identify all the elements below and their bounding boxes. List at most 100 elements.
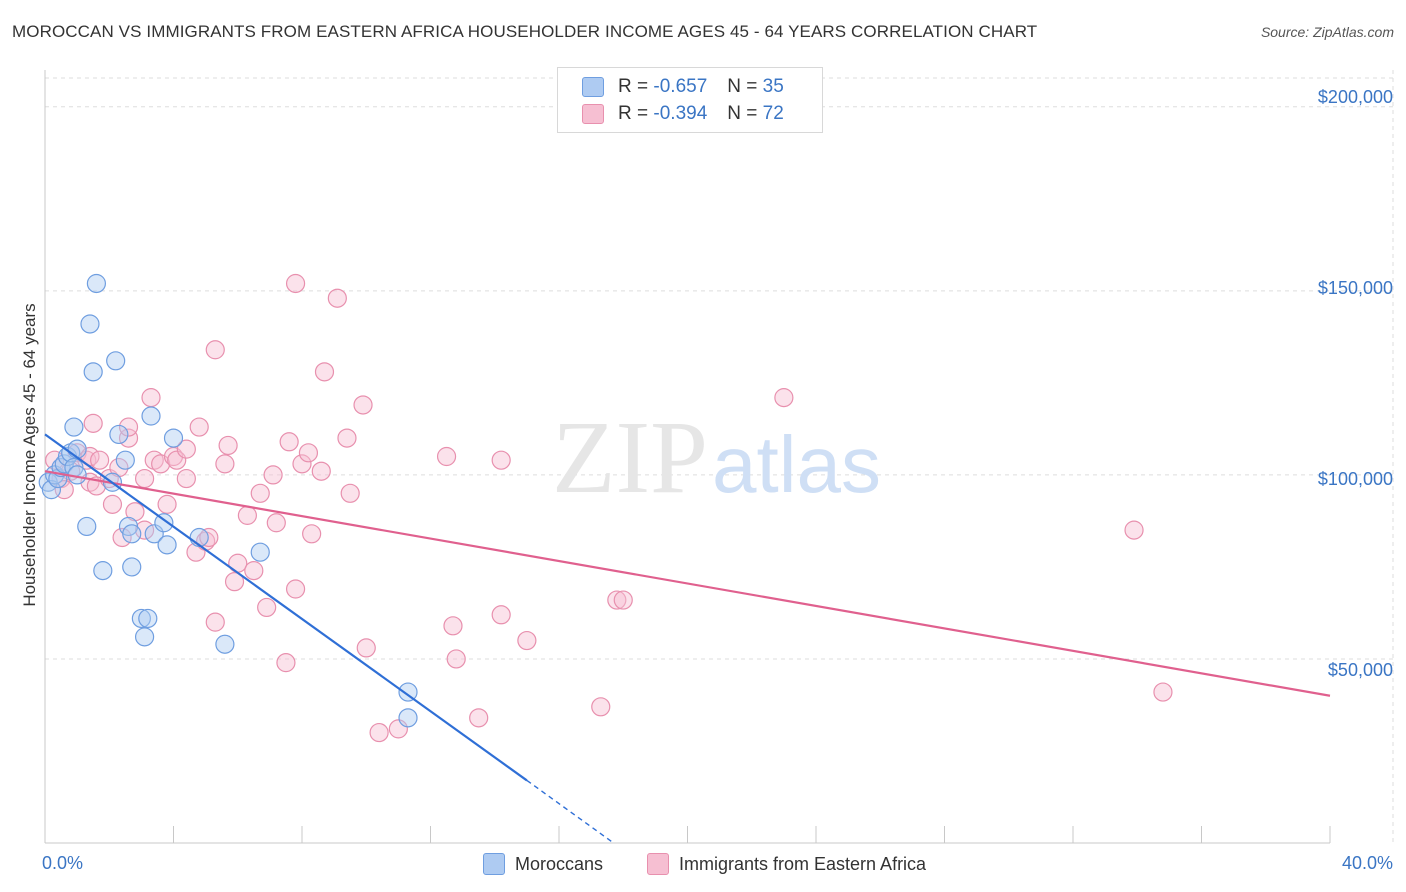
y-tick-label-200000: $200,000 <box>1317 87 1393 107</box>
scatter-point <box>215 454 235 474</box>
scatter-point <box>314 362 335 382</box>
scatter-point <box>250 542 270 562</box>
scatter-point <box>607 590 627 610</box>
scatter-point <box>118 417 139 437</box>
scatter-point <box>144 450 164 470</box>
scatter-point <box>163 428 184 448</box>
chart-title: MOROCCAN VS IMMIGRANTS FROM EASTERN AFRI… <box>12 22 1038 41</box>
scatter-point <box>292 454 312 474</box>
scatter-point <box>157 494 177 514</box>
scatter-point <box>157 535 177 555</box>
scatter-point <box>517 630 537 651</box>
scatter-point <box>176 439 196 459</box>
watermark: ZIP atlas <box>552 400 881 515</box>
scatter-point <box>77 516 97 537</box>
y-tick-label-100000: $100,000 <box>1317 469 1393 489</box>
legend-n-value: 35 <box>762 76 784 97</box>
scatter-point <box>167 450 187 470</box>
bottom-legend-label: Moroccans <box>515 853 604 874</box>
scatter-point <box>205 612 225 632</box>
bottom-legend-eastern-africa: Immigrants from Eastern Africa <box>647 852 926 876</box>
scatter-point <box>311 461 331 481</box>
scatter-point <box>1153 682 1173 702</box>
scatter-point <box>337 428 357 448</box>
scatter-point <box>340 483 360 503</box>
scatter-point <box>199 527 219 548</box>
scatter-point <box>106 351 126 371</box>
legend-r-value: -0.394 <box>653 103 708 124</box>
scatter-point <box>83 362 103 382</box>
scatter-point <box>327 288 347 308</box>
scatter-point <box>115 450 135 470</box>
legend-n-value: 72 <box>762 103 784 124</box>
watermark-zip: ZIP <box>552 400 708 515</box>
scatter-point <box>298 443 319 463</box>
scatter-point <box>144 524 164 544</box>
scatter-point <box>257 597 277 618</box>
axes <box>44 70 1331 844</box>
legend-r-value: -0.657 <box>653 76 708 97</box>
bottom-legend-moroccans: Moroccans <box>483 852 603 876</box>
scatter-point <box>774 388 794 408</box>
scatter-point <box>134 627 155 647</box>
scatter-point <box>491 605 511 625</box>
bottom-legend-label: Immigrants from Eastern Africa <box>679 853 927 874</box>
legend-r-label: R = <box>618 76 649 97</box>
scatter-point <box>446 649 466 669</box>
scatter-point <box>244 561 264 581</box>
scatter-point <box>122 524 142 544</box>
scatter-point <box>109 424 129 445</box>
scatter-point <box>218 435 238 456</box>
scatter-point <box>41 480 62 500</box>
scatter-point <box>285 273 306 294</box>
scatter-point <box>80 314 100 334</box>
scatter-point <box>189 527 209 548</box>
x-tick-label-40: 40.0% <box>1341 853 1393 873</box>
bottom-legend-swatch-blue <box>483 853 505 875</box>
scatter-point <box>398 708 418 728</box>
trend-line-blue <box>44 433 528 782</box>
scatter-point <box>388 719 408 739</box>
scatter-point <box>613 590 633 610</box>
scatter-point <box>176 468 196 489</box>
legend-n-label: N = <box>727 103 758 124</box>
scatter-point <box>491 450 511 470</box>
scatter-point <box>353 395 373 415</box>
scatter-point <box>64 417 84 437</box>
scatter-point <box>90 450 110 470</box>
scatter-point <box>205 340 225 360</box>
trend-lines <box>44 433 1331 844</box>
scatter-point <box>134 468 155 489</box>
scatter-point <box>591 697 611 717</box>
scatter-point <box>276 653 296 673</box>
legend-n-label: N = <box>727 76 758 97</box>
scatter-point <box>1124 520 1144 540</box>
source-label: Source: ZipAtlas.com <box>1260 24 1394 40</box>
scatter-point <box>83 413 103 433</box>
scatter-point <box>102 494 123 514</box>
legend-row-eastern-africa: R = -0.394 N = 72 <box>582 101 784 127</box>
legend-swatch-blue <box>582 77 604 97</box>
scatter-point <box>237 505 257 525</box>
legend-row-moroccans: R = -0.657 N = 35 <box>582 74 784 100</box>
legend-r-label: R = <box>618 103 649 124</box>
scatter-point <box>141 406 161 426</box>
scatter-point <box>189 417 209 437</box>
scatter-point <box>279 432 299 452</box>
trend-line-pink <box>44 470 1331 697</box>
scatter-point <box>266 513 286 533</box>
scatter-point <box>93 561 113 581</box>
scatter-point <box>122 557 142 577</box>
scatter-point <box>67 439 87 459</box>
scatter-point <box>224 572 245 592</box>
blue-series-points <box>38 273 418 728</box>
scatter-point <box>263 465 283 485</box>
y-axis-label: Householder Income Ages 45 - 64 years <box>20 303 39 607</box>
scatter-point <box>141 388 161 408</box>
correlation-legend: R = -0.657 N = 35 R = -0.394 N = 72 <box>557 67 823 133</box>
watermark-atlas: atlas <box>712 420 881 509</box>
scatter-point <box>131 608 151 629</box>
trend-line-blue-extension <box>526 779 615 844</box>
y-tick-label-50000: $50,000 <box>1327 660 1393 680</box>
scatter-point <box>436 446 457 467</box>
